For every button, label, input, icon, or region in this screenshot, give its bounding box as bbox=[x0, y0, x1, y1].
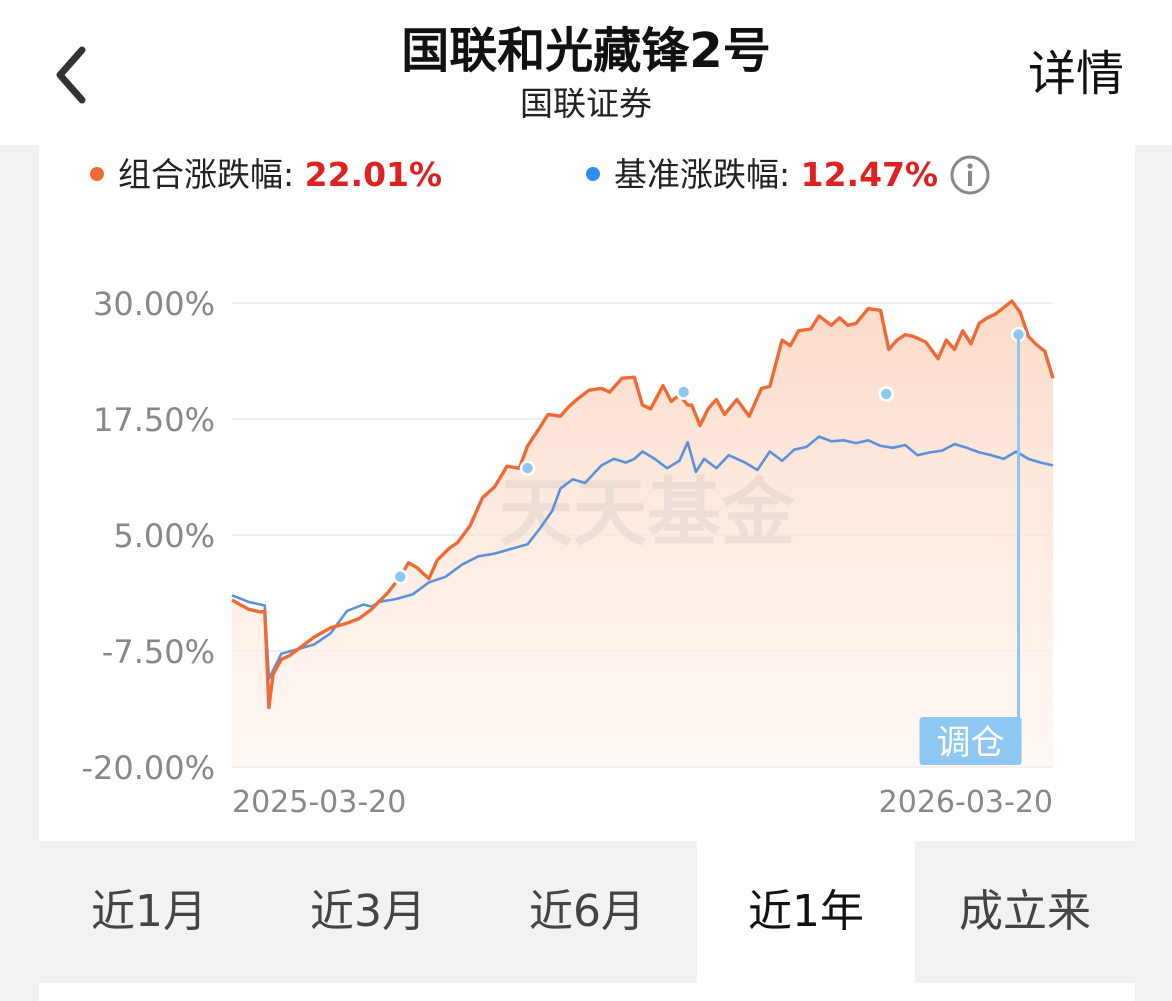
x-tick-label: 2025-03-20 bbox=[232, 785, 406, 820]
detail-button[interactable]: 详情 bbox=[1027, 46, 1124, 102]
benchmark-line bbox=[231, 435, 1054, 681]
legend-portfolio: 组合涨跌幅: 22.01% bbox=[90, 148, 442, 202]
rebalance-badge-label: 调仓 bbox=[937, 723, 1005, 763]
portfolio-dot-icon bbox=[90, 166, 104, 181]
portfolio-line bbox=[231, 299, 1055, 710]
chevron-left-icon bbox=[56, 46, 86, 104]
page-subtitle: 国联证券 bbox=[520, 84, 652, 123]
tab-6m[interactable]: 近6月 bbox=[529, 886, 645, 937]
benchmark-value: 12.47% bbox=[800, 155, 939, 194]
tab-1m[interactable]: 近1月 bbox=[91, 886, 207, 937]
portfolio-label: 组合涨跌幅: bbox=[118, 155, 295, 194]
portfolio-value: 22.01% bbox=[304, 155, 443, 194]
y-tick-label: 30.00% bbox=[93, 285, 215, 323]
tab-3m[interactable]: 近3月 bbox=[310, 886, 426, 937]
y-tick-label: 17.50% bbox=[93, 401, 215, 439]
tab-since-inception[interactable]: 成立来 bbox=[959, 886, 1091, 937]
page-title: 国联和光藏锋2号 bbox=[401, 23, 771, 79]
rebalance-badge[interactable] bbox=[919, 717, 1022, 765]
rebalance-marker[interactable] bbox=[675, 384, 692, 400]
y-tick-label: -7.50% bbox=[102, 633, 215, 671]
x-tick-label: 2026-03-20 bbox=[879, 785, 1053, 820]
watermark: 天天基金 bbox=[499, 470, 796, 556]
bottom-strip bbox=[39, 983, 1135, 1001]
y-tick-label: 5.00% bbox=[113, 517, 215, 555]
tab-1y[interactable]: 近1年 bbox=[697, 841, 915, 983]
back-button[interactable] bbox=[48, 42, 98, 108]
info-icon[interactable] bbox=[948, 153, 992, 197]
portfolio-area-fill bbox=[232, 301, 1053, 767]
period-tabs: 近1月 近3月 近6月 近1年 成立来 bbox=[39, 841, 1135, 983]
legend-benchmark: 基准涨跌幅: 12.47% bbox=[586, 148, 938, 202]
performance-chart: 天天基金 调仓 30.00% 17.50% 5.00% -7.50% -20.00% 2… bbox=[81, 285, 1055, 820]
benchmark-dot-icon bbox=[586, 166, 600, 181]
rebalance-marker[interactable] bbox=[392, 569, 409, 585]
benchmark-label: 基准涨跌幅: bbox=[614, 155, 791, 194]
header-bar: 国联和光藏锋2号 国联证券 详情 bbox=[0, 0, 1172, 145]
rebalance-marker[interactable] bbox=[519, 460, 536, 476]
rebalance-marker[interactable] bbox=[878, 386, 895, 402]
y-tick-label: -20.00% bbox=[81, 749, 215, 787]
